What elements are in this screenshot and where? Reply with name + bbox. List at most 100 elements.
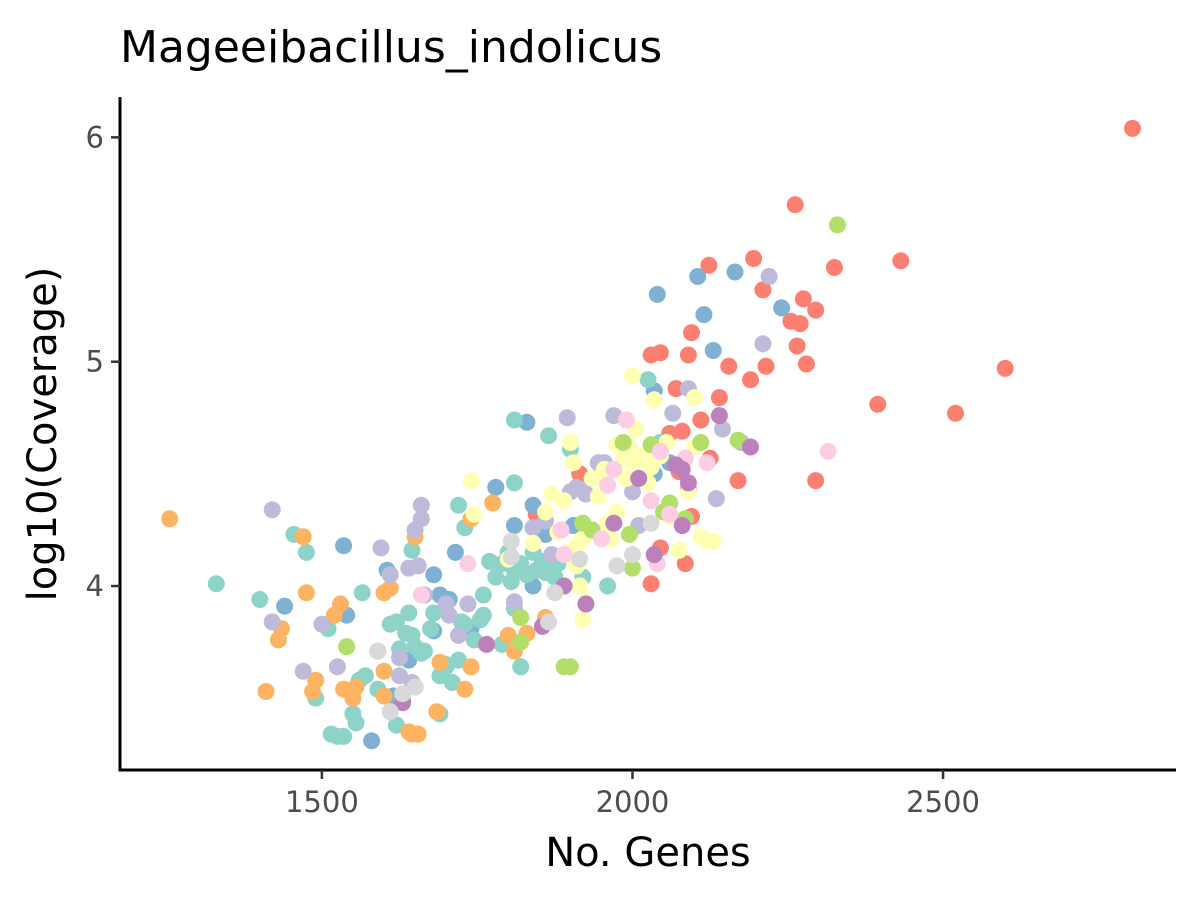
data-point <box>757 357 775 375</box>
data-point <box>502 532 520 550</box>
data-point <box>661 505 679 523</box>
data-point <box>686 389 704 407</box>
data-point <box>667 380 685 398</box>
data-point <box>624 483 641 501</box>
data-point <box>558 409 576 427</box>
data-point <box>459 555 477 573</box>
data-point <box>605 460 623 478</box>
data-point <box>450 496 467 514</box>
data-point <box>589 487 607 505</box>
data-point <box>642 492 660 510</box>
data-point <box>450 651 467 669</box>
data-point <box>372 539 390 557</box>
data-point <box>742 371 759 389</box>
data-point <box>552 521 570 539</box>
data-point <box>474 586 492 604</box>
data-point <box>819 442 837 460</box>
data-point <box>624 366 641 384</box>
x-axis-title: No. Genes <box>545 830 751 876</box>
data-point <box>807 472 825 490</box>
data-point <box>387 613 405 631</box>
data-point <box>363 732 381 750</box>
data-point <box>720 357 738 375</box>
data-point <box>726 263 744 281</box>
data-point <box>667 456 685 474</box>
data-point <box>645 546 663 564</box>
data-point <box>540 427 558 445</box>
x-tick-label: 2000 <box>596 785 670 819</box>
data-point <box>347 714 365 732</box>
data-point <box>487 568 505 586</box>
data-point <box>829 216 846 234</box>
data-point <box>700 256 718 274</box>
data-point <box>524 534 542 552</box>
chart-title: Mageeibacillus_indolicus <box>120 22 662 73</box>
data-point <box>760 268 778 285</box>
data-point <box>710 407 728 425</box>
data-point <box>664 404 682 422</box>
data-point <box>487 478 505 496</box>
data-point <box>381 703 399 721</box>
data-point <box>338 638 356 656</box>
data-point <box>642 514 660 532</box>
data-point <box>294 528 312 546</box>
data-point <box>431 653 449 671</box>
data-point <box>263 501 281 519</box>
data-point <box>791 315 809 333</box>
data-point <box>505 474 523 492</box>
data-point <box>698 454 716 472</box>
data-point <box>673 517 691 534</box>
data-point <box>391 667 408 685</box>
data-point <box>524 496 542 514</box>
data-point <box>670 541 688 559</box>
data-point <box>450 626 467 644</box>
data-point <box>710 389 728 407</box>
data-point <box>456 680 474 698</box>
data-point <box>786 196 804 214</box>
data-point <box>415 642 433 660</box>
data-point <box>459 595 477 613</box>
data-point <box>394 685 412 703</box>
data-point <box>869 395 887 413</box>
data-point <box>624 559 641 577</box>
y-tick-label: 5 <box>86 345 104 379</box>
data-point <box>257 683 275 700</box>
data-point <box>474 606 492 624</box>
data-point <box>347 678 365 696</box>
data-point <box>636 449 654 467</box>
data-point <box>617 469 635 487</box>
data-point <box>425 604 443 622</box>
data-point <box>403 541 421 559</box>
data-point <box>689 268 707 285</box>
data-point <box>524 519 542 537</box>
data-point <box>512 658 530 676</box>
data-point <box>651 442 669 460</box>
data-point <box>335 537 353 555</box>
data-point <box>465 505 483 523</box>
data-point <box>754 335 772 353</box>
data-point <box>499 626 517 644</box>
data-point <box>797 355 815 373</box>
y-tick-label: 6 <box>86 120 104 154</box>
data-point <box>375 662 393 680</box>
data-point <box>571 577 589 595</box>
data-point <box>543 546 561 564</box>
data-point <box>505 411 523 429</box>
data-point <box>592 530 610 548</box>
data-points <box>161 119 1141 750</box>
data-point <box>620 525 638 543</box>
data-point <box>400 604 418 622</box>
data-point <box>630 469 648 487</box>
data-point <box>676 555 694 573</box>
data-point <box>375 687 393 705</box>
data-point <box>276 597 294 615</box>
data-point <box>453 613 471 631</box>
data-point <box>577 595 595 613</box>
data-point <box>512 609 530 626</box>
data-point <box>555 658 573 676</box>
data-point <box>440 606 458 624</box>
data-point <box>729 472 747 490</box>
data-point <box>707 490 725 508</box>
data-point <box>505 517 523 534</box>
data-point <box>409 557 427 575</box>
